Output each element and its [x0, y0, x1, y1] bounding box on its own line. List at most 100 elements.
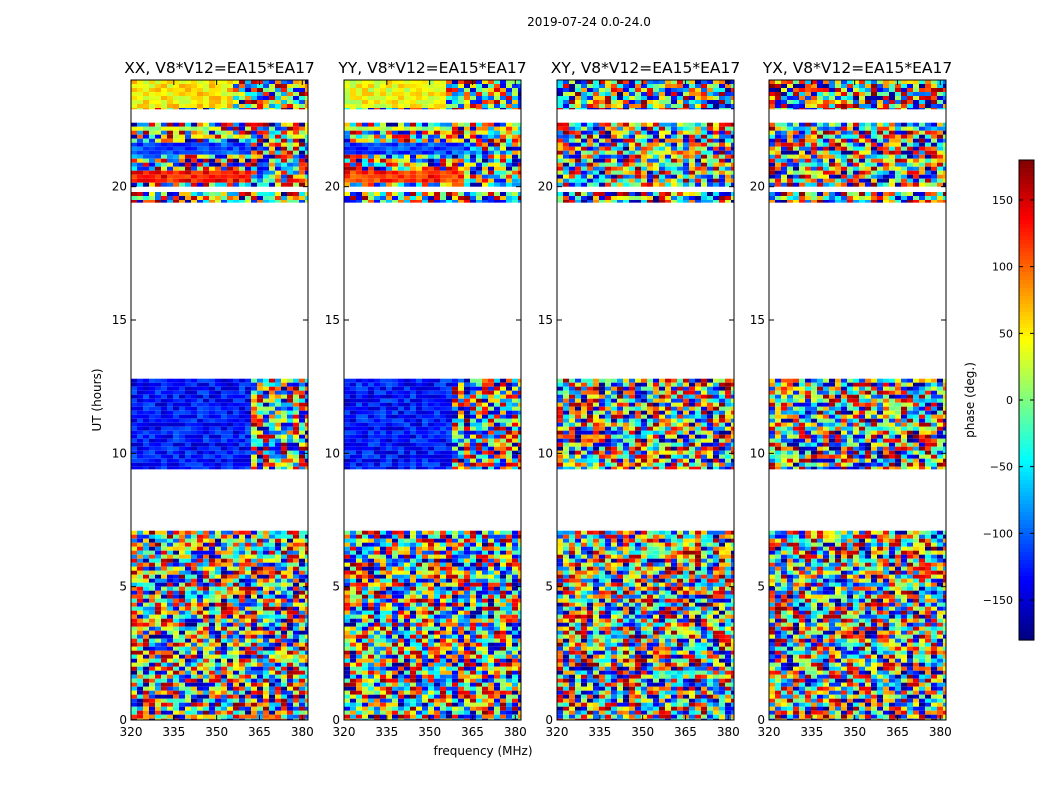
colorbar-segment: [1019, 288, 1034, 293]
colorbar-segment: [1019, 180, 1034, 185]
colorbar-segment: [1019, 420, 1034, 425]
colorbar-segment: [1019, 488, 1034, 493]
colorbar-segment: [1019, 184, 1034, 189]
colorbar-segment: [1019, 616, 1034, 621]
colorbar-segment: [1019, 608, 1034, 613]
heatmap-panels: XX, V8*V12=EA15*EA17 320 335 350 365 380 0 5 10 1…: [112, 59, 953, 739]
x-tick-label: 320: [546, 725, 569, 739]
colorbar-segment: [1019, 436, 1034, 441]
panel-2: XY, V8*V12=EA15*EA17 320 335 350 365 380 0 5 10 1…: [538, 59, 741, 739]
y-tick-label: 5: [119, 580, 127, 594]
panel-title: YX, V8*V12=EA15*EA17: [762, 59, 952, 77]
colorbar-segment: [1019, 228, 1034, 233]
y-tick-label: 20: [750, 180, 765, 194]
y-tick-label: 5: [545, 580, 553, 594]
x-tick-label: 380: [291, 725, 314, 739]
colorbar-segment: [1019, 612, 1034, 617]
colorbar-segment: [1019, 500, 1034, 505]
colorbar-segment: [1019, 412, 1034, 417]
colorbar-segment: [1019, 600, 1034, 605]
colorbar-segment: [1019, 344, 1034, 349]
colorbar-tick-label: 50: [999, 327, 1013, 340]
colorbar-segment: [1019, 280, 1034, 285]
colorbar-segment: [1019, 324, 1034, 329]
y-tick-label: 5: [757, 580, 765, 594]
colorbar-segment: [1019, 464, 1034, 469]
colorbar-segment: [1019, 260, 1034, 265]
colorbar-segment: [1019, 384, 1034, 389]
colorbar-segment: [1019, 388, 1034, 393]
colorbar-segment: [1019, 332, 1034, 337]
colorbar-segment: [1019, 588, 1034, 593]
colorbar-tick-label: −50: [990, 461, 1013, 474]
x-tick-label: 350: [631, 725, 654, 739]
colorbar-segment: [1019, 552, 1034, 557]
colorbar-segment: [1019, 336, 1034, 341]
colorbar-segment: [1019, 568, 1034, 573]
colorbar-segment: [1019, 188, 1034, 193]
colorbar-segment: [1019, 284, 1034, 289]
colorbar-segment: [1019, 360, 1034, 365]
x-tick-label: 380: [717, 725, 740, 739]
colorbar-segment: [1019, 396, 1034, 401]
axes-frame: [768, 79, 947, 721]
colorbar-segment: [1019, 292, 1034, 297]
colorbar-segment: [1019, 376, 1034, 381]
colorbar-segment: [1019, 380, 1034, 385]
colorbar-segment: [1019, 176, 1034, 181]
x-axis-label: frequency (MHz): [433, 744, 532, 758]
colorbar-segment: [1019, 276, 1034, 281]
colorbar-segment: [1019, 208, 1034, 213]
colorbar-segment: [1019, 352, 1034, 357]
panel-0: XX, V8*V12=EA15*EA17 320 335 350 365 380 0 5 10 1…: [112, 59, 315, 739]
y-tick-label: 0: [757, 713, 765, 727]
colorbar-segment: [1019, 508, 1034, 513]
colorbar-segment: [1019, 304, 1034, 309]
colorbar-segment: [1019, 504, 1034, 509]
colorbar-segment: [1019, 632, 1034, 637]
y-tick-label: 0: [119, 713, 127, 727]
colorbar-segment: [1019, 540, 1034, 545]
colorbar-segment: [1019, 452, 1034, 457]
colorbar-segment: [1019, 256, 1034, 261]
figure-suptitle: 2019-07-24 0.0-24.0: [527, 15, 651, 29]
colorbar-segment: [1019, 572, 1034, 577]
colorbar-segment: [1019, 340, 1034, 345]
colorbar-segment: [1019, 432, 1034, 437]
y-tick-label: 5: [332, 580, 340, 594]
colorbar-segment: [1019, 320, 1034, 325]
colorbar-segment: [1019, 252, 1034, 257]
y-axis-label: UT (hours): [90, 368, 104, 431]
x-tick-label: 380: [929, 725, 952, 739]
colorbar-segment: [1019, 264, 1034, 269]
x-tick-label: 335: [162, 725, 185, 739]
colorbar-segment: [1019, 248, 1034, 253]
colorbar-segment: [1019, 168, 1034, 173]
axes-frame: [343, 79, 522, 721]
y-tick-label: 20: [325, 180, 340, 194]
panel-title: YY, V8*V12=EA15*EA17: [337, 59, 526, 77]
x-tick-label: 365: [461, 725, 484, 739]
colorbar-tick-label: −100: [983, 527, 1013, 540]
colorbar-segment: [1019, 164, 1034, 169]
colorbar-segment: [1019, 408, 1034, 413]
y-tick-label: 10: [750, 446, 765, 460]
colorbar-segment: [1019, 484, 1034, 489]
y-tick-label: 15: [325, 313, 340, 327]
colorbar-segment: [1019, 300, 1034, 305]
colorbar-segment: [1019, 196, 1034, 201]
x-tick-label: 320: [333, 725, 356, 739]
colorbar-segment: [1019, 200, 1034, 205]
panel-1: YY, V8*V12=EA15*EA17 320 335 350 365 380 0 5 10 1…: [325, 59, 527, 739]
x-tick-label: 350: [418, 725, 441, 739]
colorbar-segment: [1019, 204, 1034, 209]
colorbar-segment: [1019, 476, 1034, 481]
colorbar-segment: [1019, 548, 1034, 553]
x-tick-label: 335: [375, 725, 398, 739]
colorbar-segment: [1019, 364, 1034, 369]
x-tick-label: 335: [588, 725, 611, 739]
colorbar-segment: [1019, 512, 1034, 517]
colorbar-segment: [1019, 244, 1034, 249]
colorbar-segment: [1019, 564, 1034, 569]
colorbar-segment: [1019, 560, 1034, 565]
